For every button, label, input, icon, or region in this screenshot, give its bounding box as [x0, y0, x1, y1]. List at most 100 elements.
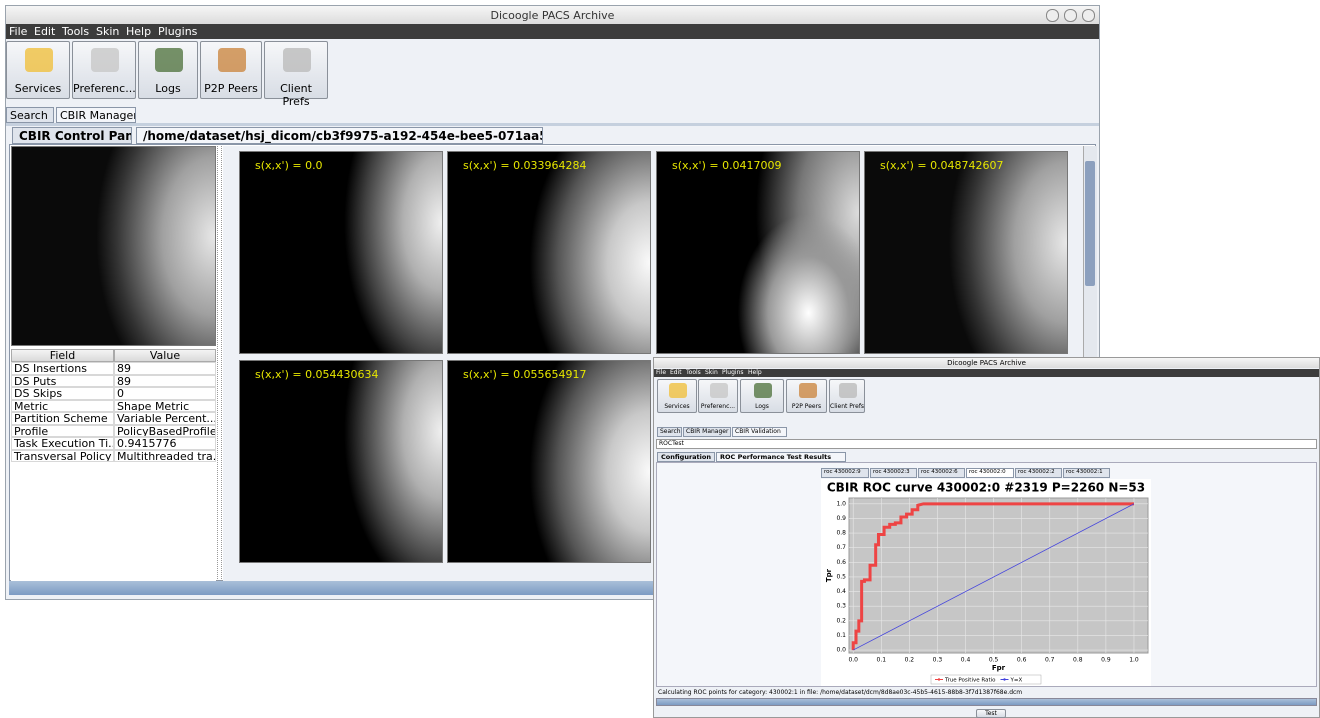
- x-tick-label: 0.6: [1017, 657, 1027, 664]
- tab[interactable]: CBIR Validation: [732, 427, 787, 437]
- dropdown[interactable]: ROCTest: [656, 439, 1317, 449]
- chart-tab[interactable]: roc 430002:2: [1015, 468, 1062, 478]
- button-label: Client Prefs: [265, 82, 327, 108]
- legend-label: True Positive Ratio: [944, 678, 996, 684]
- tab[interactable]: Search: [6, 107, 54, 123]
- toolbar-button[interactable]: Services: [657, 379, 697, 413]
- image[interactable]: [239, 151, 443, 354]
- toolbar-button[interactable]: Client Prefs: [829, 379, 865, 413]
- y-tick-label: 0.0: [836, 647, 846, 654]
- result-cell[interactable]: s(x,x') = 0.0: [239, 151, 443, 354]
- x-axis-label: Fpr: [992, 664, 1006, 672]
- menu-item[interactable]: Plugins: [722, 369, 744, 376]
- tab[interactable]: CBIR Manager: [56, 107, 136, 123]
- window-control[interactable]: [1064, 9, 1077, 22]
- menu-item[interactable]: File: [656, 369, 666, 376]
- table-cell: Multithreaded tra...: [114, 450, 216, 463]
- result-cell[interactable]: s(x,x') = 0.055654917: [447, 360, 651, 563]
- chart-tab[interactable]: roc 430002:3: [870, 468, 917, 478]
- button-label: Services: [7, 82, 69, 95]
- plot-area: [849, 498, 1148, 653]
- icon: [710, 383, 728, 398]
- menu-item[interactable]: Help: [126, 25, 151, 38]
- x-tick-label: 0.8: [1073, 657, 1083, 664]
- icon: [839, 383, 857, 398]
- y-tick-label: 0.4: [836, 588, 846, 595]
- chart-tab[interactable]: roc 430002:9: [821, 468, 869, 478]
- toolbar-button[interactable]: Preferenc...: [698, 379, 738, 413]
- table-cell: PolicyBasedProfile: [114, 425, 216, 438]
- chart-tab[interactable]: roc 430002:0: [966, 468, 1014, 478]
- split-divider: [217, 146, 222, 581]
- button-label: Preferenc...: [73, 82, 135, 95]
- menu-item[interactable]: Tools: [62, 25, 89, 38]
- toolbar-button[interactable]: P2P Peers: [786, 379, 827, 413]
- window-control[interactable]: [1046, 9, 1059, 22]
- legend: True Positive Ratio Y=X: [931, 675, 1041, 684]
- progress-bar: [656, 698, 1317, 706]
- table-cell: 89: [114, 362, 216, 375]
- table-cell: 89: [114, 375, 216, 388]
- menu-item[interactable]: Edit: [670, 369, 682, 376]
- image[interactable]: [656, 151, 860, 354]
- menu-item[interactable]: Skin: [705, 369, 718, 376]
- toolbar-button[interactable]: Logs: [740, 379, 784, 413]
- table-cell: 0: [114, 387, 216, 400]
- result-cell[interactable]: s(x,x') = 0.048742607: [864, 151, 1068, 354]
- table-cell: Profile: [11, 425, 114, 438]
- button-label: Client Prefs: [830, 403, 864, 410]
- chart-title: CBIR ROC curve 430002:0 #2319 P=2260 N=5…: [827, 481, 1145, 495]
- tab[interactable]: Search: [657, 427, 682, 437]
- subtab[interactable]: ROC Performance Test Results: [716, 452, 846, 462]
- toolbar-button[interactable]: Preferenc...: [72, 41, 136, 99]
- y-tick-label: 0.6: [836, 559, 846, 566]
- subtab[interactable]: CBIR Control Panel: [12, 127, 132, 144]
- similarity-label: s(x,x') = 0.033964284: [463, 159, 587, 172]
- test-button[interactable]: Test: [976, 709, 1006, 718]
- menu-item[interactable]: Tools: [686, 369, 701, 376]
- table-header: Value: [114, 349, 216, 362]
- legend-label: Y=X: [1010, 678, 1023, 684]
- toolbar-button[interactable]: Services: [6, 41, 70, 99]
- button-label: Logs: [741, 403, 783, 410]
- icon: [155, 48, 183, 72]
- screen: Dicoogle PACS Archive File Edit Tools Skin He…: [0, 0, 1320, 718]
- y-tick-label: 0.1: [836, 632, 846, 639]
- window-title: Dicoogle PACS Archive: [6, 9, 1099, 22]
- subtab[interactable]: Configuration: [657, 452, 715, 462]
- menu-item[interactable]: File: [9, 25, 27, 38]
- legend-marker: [938, 678, 940, 680]
- toolbar-button[interactable]: Client Prefs: [264, 41, 328, 99]
- menu-item[interactable]: Skin: [96, 25, 119, 38]
- chart-tab[interactable]: roc 430002:1: [1063, 468, 1110, 478]
- result-cell[interactable]: s(x,x') = 0.0417009: [656, 151, 860, 354]
- window-control[interactable]: [1082, 9, 1095, 22]
- menu-item[interactable]: Plugins: [158, 25, 197, 38]
- toolbar-button[interactable]: Logs: [138, 41, 198, 99]
- y-tick-label: 0.7: [836, 544, 846, 551]
- tab[interactable]: CBIR Manager: [683, 427, 731, 437]
- image[interactable]: [864, 151, 1068, 354]
- y-tick-label: 0.3: [836, 603, 846, 610]
- scroll-thumb[interactable]: [1085, 161, 1095, 286]
- result-cell[interactable]: s(x,x') = 0.054430634: [239, 360, 443, 563]
- icon: [754, 383, 772, 398]
- image[interactable]: [239, 360, 443, 563]
- chart-tab[interactable]: roc 430002:6: [918, 468, 965, 478]
- table-cell: Shape Metric: [114, 400, 216, 413]
- icon: [91, 48, 119, 72]
- button-label: Logs: [139, 82, 197, 95]
- image[interactable]: [447, 360, 651, 563]
- table-cell: 0.9415776: [114, 437, 216, 450]
- y-tick-label: 0.2: [836, 617, 846, 624]
- subtab[interactable]: /home/dataset/hsj_dicom/cb3f9975-a192-45…: [136, 127, 543, 144]
- result-cell[interactable]: s(x,x') = 0.033964284: [447, 151, 651, 354]
- toolbar-button[interactable]: P2P Peers: [200, 41, 262, 99]
- image[interactable]: [11, 146, 216, 346]
- similarity-label: s(x,x') = 0.048742607: [880, 159, 1004, 172]
- image[interactable]: [447, 151, 651, 354]
- button-label: P2P Peers: [787, 403, 826, 410]
- menu-item[interactable]: Edit: [34, 25, 55, 38]
- icon: [283, 48, 311, 72]
- menu-item[interactable]: Help: [748, 369, 762, 376]
